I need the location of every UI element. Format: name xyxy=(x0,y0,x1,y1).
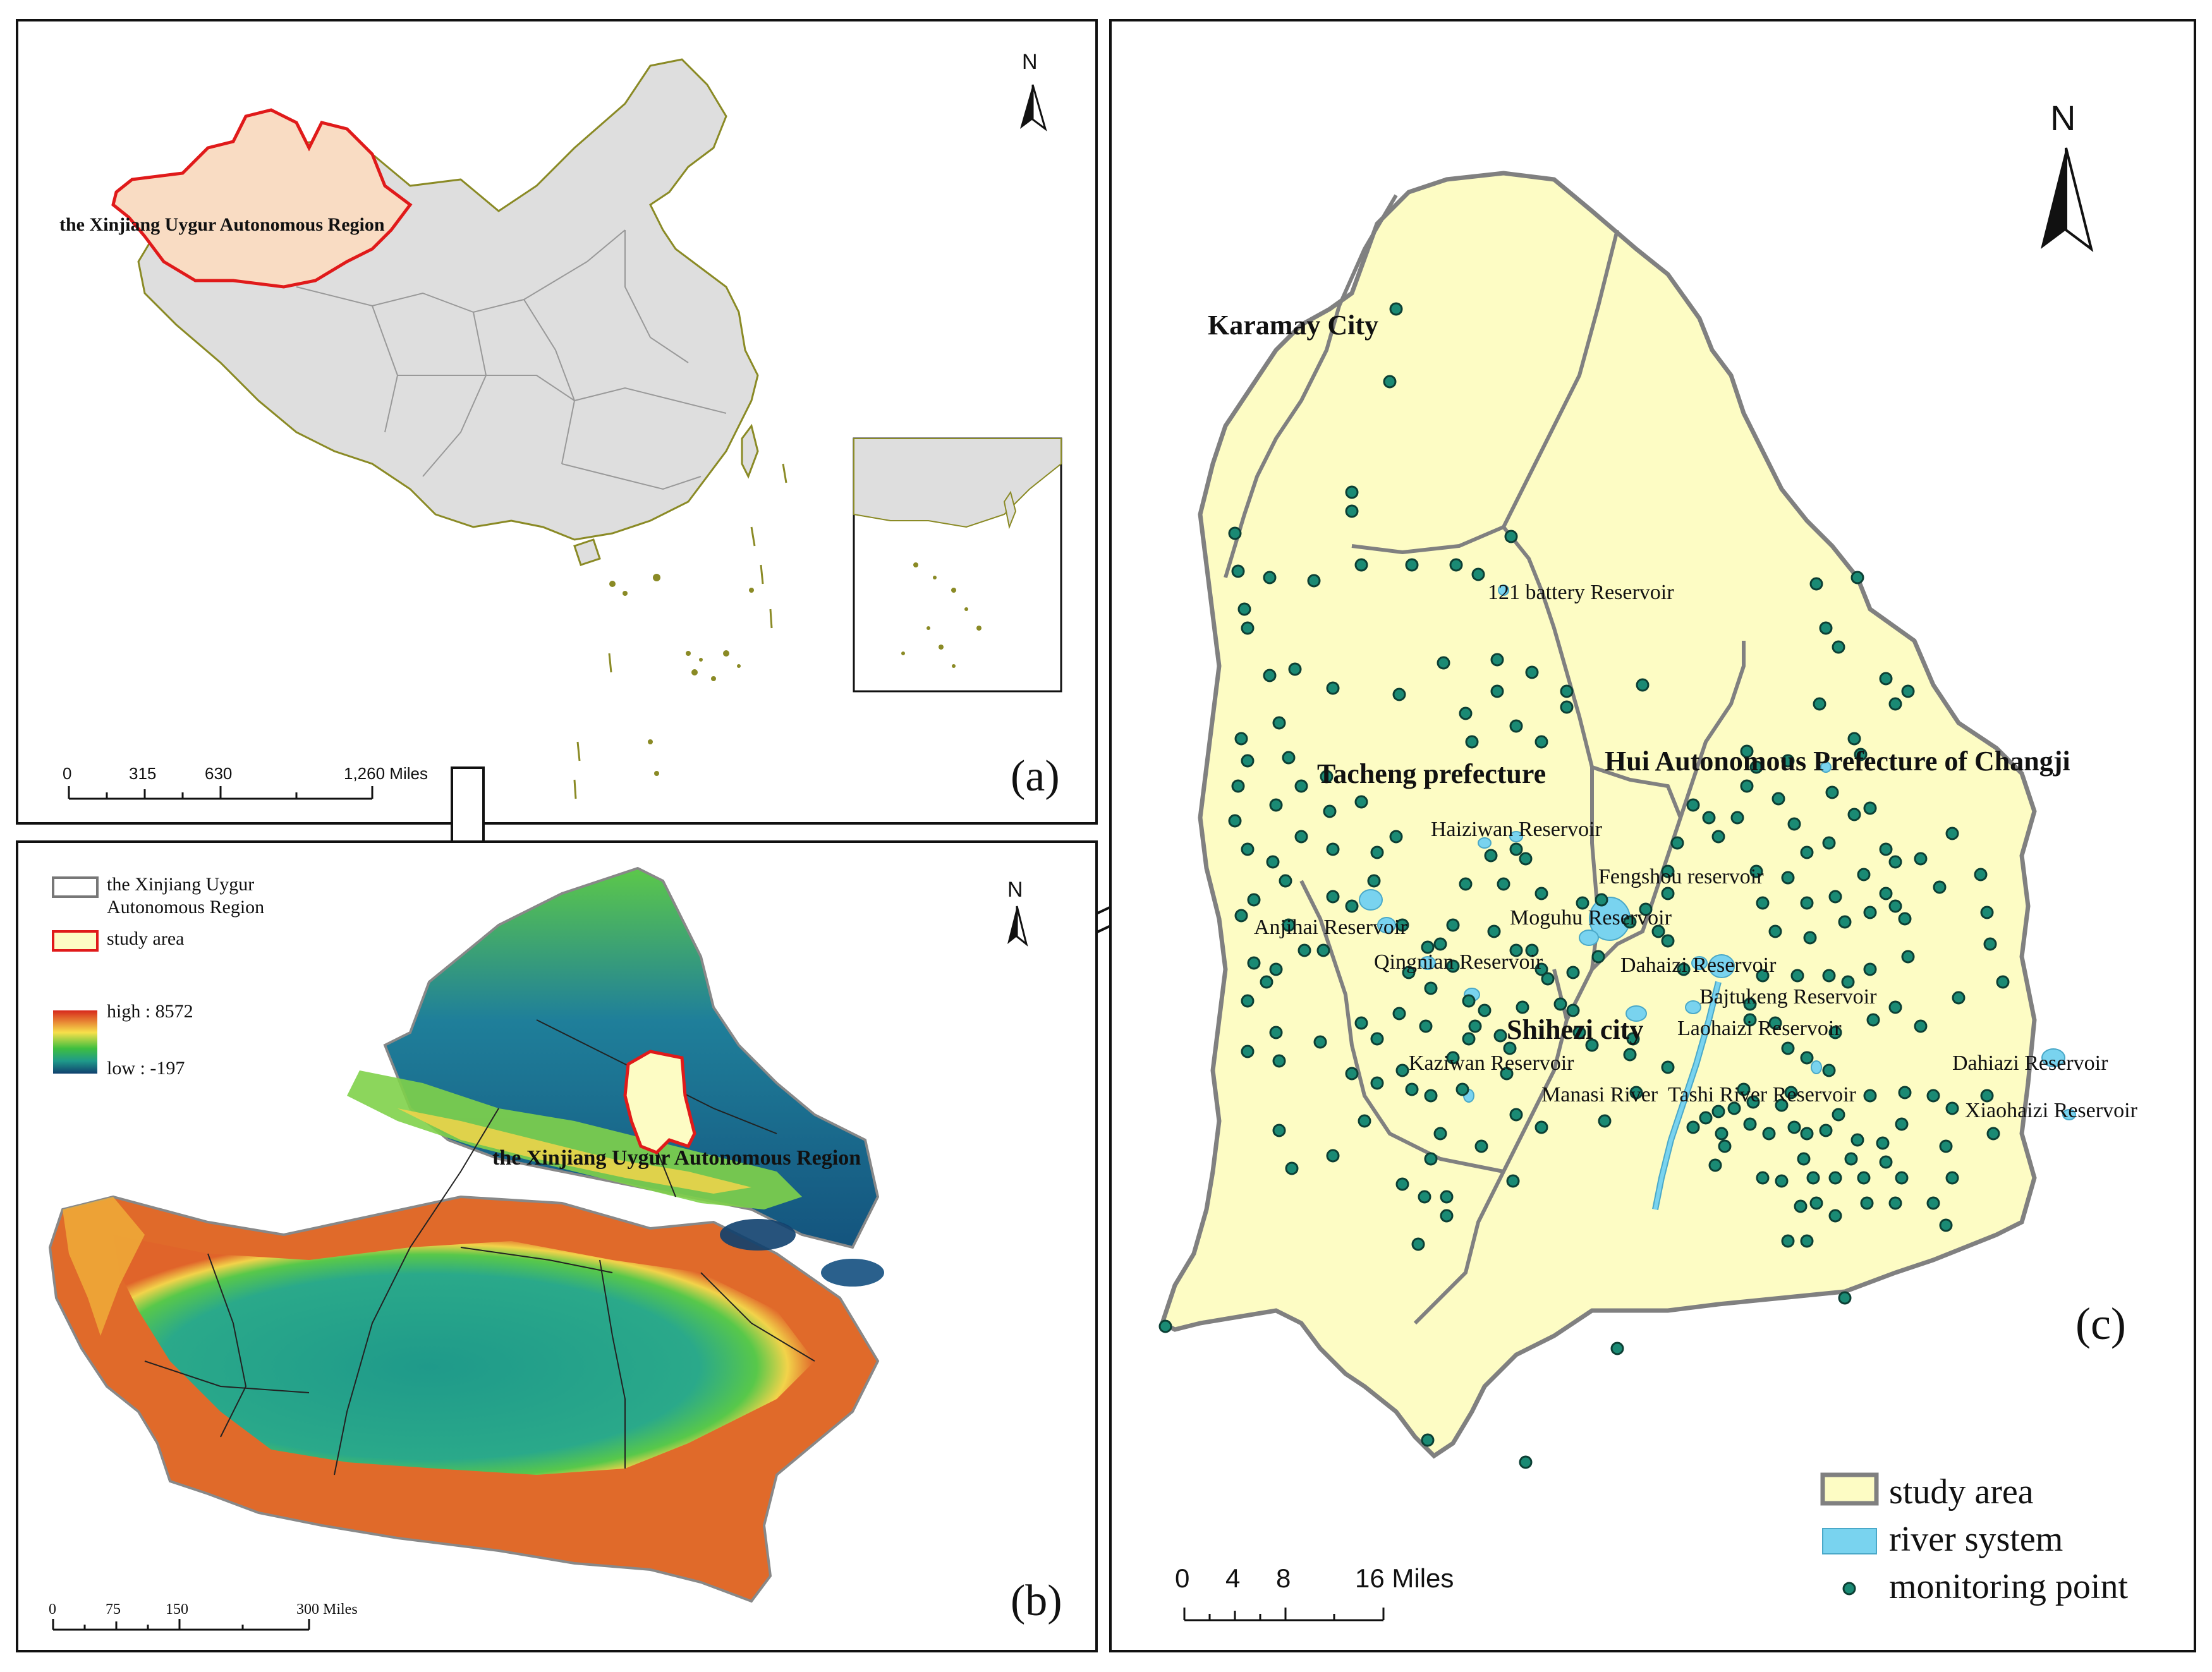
panel-label-c: (c) xyxy=(2075,1299,2126,1349)
reservoir-label-laohaizi: Laohaizi Reservoir xyxy=(1677,1017,1842,1040)
karamay-label: Karamay City xyxy=(1208,310,1379,341)
scale-tick-a-2: 630 xyxy=(205,764,233,783)
panel-c: Karamay City Tacheng prefecture Hui Auto… xyxy=(1109,19,2196,1652)
reservoir-label-dahiazi: Dahiazi Reservoir xyxy=(1952,1051,2108,1075)
monitoring-points xyxy=(1158,302,2010,1469)
tacheng-label: Tacheng prefecture xyxy=(1317,758,1547,789)
xinjiang-label-a: the Xinjiang Uygur Autonomous Region xyxy=(59,214,385,235)
river-label-manasi: Manasi River xyxy=(1541,1083,1658,1106)
xinjiang-label-b: the Xinjiang Uygur Autonomous Region xyxy=(492,1146,861,1170)
river-system xyxy=(1359,585,2076,1120)
legend-study-label: study area xyxy=(107,928,185,949)
north-label-b: N xyxy=(1007,878,1023,902)
legend-dem-ramp xyxy=(53,1010,97,1074)
north-arrow-b xyxy=(1007,906,1028,947)
reservoir-label-anjihai: Anjihai Reservoir xyxy=(1254,916,1407,939)
study-area-map xyxy=(1158,147,2094,1621)
legend-river-label: river system xyxy=(1889,1520,2063,1559)
scale-tick-b-1: 75 xyxy=(106,1601,121,1618)
reservoir-label-121: 121 battery Reservoir xyxy=(1488,581,1674,604)
scale-bar-a xyxy=(68,786,374,800)
reservoir-label-kaziwan: Kaziwan Reservoir xyxy=(1409,1051,1574,1075)
reservoir-label-xiaohaizi: Xiaohaizi Reservoir xyxy=(1965,1099,2137,1122)
scale-tick-c-3: 16 Miles xyxy=(1355,1563,1454,1593)
province-boundaries xyxy=(296,229,727,490)
xinjiang-dem-map xyxy=(48,866,1028,1631)
reservoir-label-fengshou: Fengshou reservoir xyxy=(1598,865,1764,888)
legend-river-swatch xyxy=(1822,1528,1877,1554)
reservoir-label-bajtukeng: Bajtukeng Reservoir xyxy=(1699,985,1877,1009)
panel-a: the Xinjiang Uygur Autonomous Region N (… xyxy=(16,19,1098,825)
reservoir-label-tashi: Tashi River Reservoir xyxy=(1668,1083,1856,1106)
scale-tick-c-2: 8 xyxy=(1276,1563,1291,1593)
reservoir-label-moguhu: Moguhu Reservoir xyxy=(1510,906,1672,930)
legend-point-swatch xyxy=(1842,1582,1856,1596)
reservoir-label-haiziwan: Haiziwan Reservoir xyxy=(1431,818,1602,841)
study-area-outline xyxy=(1159,171,2037,1459)
china-outline xyxy=(137,58,759,541)
legend-boundary-label: the Xinjiang Uygur Autonomous Region xyxy=(107,874,265,918)
study-area-b xyxy=(623,1050,696,1154)
scale-bar-b xyxy=(52,1619,310,1631)
scale-tick-b-3: 300 Miles xyxy=(296,1601,358,1618)
scale-tick-b-2: 150 xyxy=(166,1601,188,1618)
north-label-a: N xyxy=(1022,50,1038,74)
north-arrow-c xyxy=(2041,147,2094,252)
legend-low-label: low : -197 xyxy=(107,1058,185,1079)
inset-islands xyxy=(901,562,981,668)
north-label-c: N xyxy=(2050,98,2076,138)
panel-label-a: (a) xyxy=(1011,752,1060,801)
north-arrow-a xyxy=(1020,84,1047,131)
reservoir-label-dahaizi: Dahaizi Reservoir xyxy=(1620,954,1777,977)
china-map xyxy=(68,58,1062,800)
changji-label: Hui Autonomous Prefecture of Changji xyxy=(1605,746,2070,777)
dash-lines xyxy=(573,463,787,799)
legend-high-label: high : 8572 xyxy=(107,1001,193,1022)
panel-label-b: (b) xyxy=(1011,1577,1062,1625)
scale-tick-a-3: 1,260 Miles xyxy=(344,764,428,783)
scale-tick-c-0: 0 xyxy=(1175,1563,1190,1593)
xinjiang-highlight xyxy=(111,108,413,289)
legend-point-label: monitoring point xyxy=(1889,1567,2128,1606)
reservoir-label-qingnian: Qingnian Reservoir xyxy=(1374,950,1543,974)
legend-boundary-swatch xyxy=(52,876,99,898)
scale-tick-a-1: 315 xyxy=(129,764,157,783)
internal-boundaries xyxy=(1224,194,1746,1325)
scale-tick-b-0: 0 xyxy=(49,1601,56,1618)
scale-tick-a-0: 0 xyxy=(63,764,72,783)
legend-study-swatch xyxy=(52,930,99,952)
scale-tick-c-1: 4 xyxy=(1225,1563,1241,1593)
south-sea-islands xyxy=(609,574,754,776)
legend-study-swatch-c xyxy=(1820,1472,1879,1506)
scale-bar-c xyxy=(1183,1608,1385,1621)
panel-b: the Xinjiang Uygur Autonomous Region stu… xyxy=(16,840,1098,1652)
shihezi-label: Shihezi city xyxy=(1507,1014,1644,1045)
legend-study-label-c: study area xyxy=(1889,1472,2034,1511)
